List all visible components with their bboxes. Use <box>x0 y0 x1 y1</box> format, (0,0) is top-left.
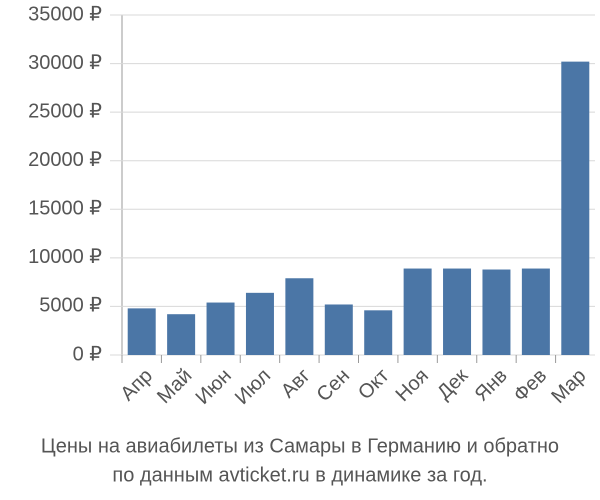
bar <box>127 308 156 355</box>
bar <box>206 302 235 355</box>
bar <box>364 310 393 355</box>
x-tick-label: Апр <box>116 365 157 406</box>
bar <box>245 292 274 355</box>
y-tick-label: 35000 ₽ <box>28 3 102 25</box>
y-tick-label: 20000 ₽ <box>28 149 102 171</box>
bar <box>403 268 432 355</box>
y-tick-label: 0 ₽ <box>73 343 103 365</box>
x-tick-label: Янв <box>471 365 512 406</box>
y-tick-label: 5000 ₽ <box>39 295 102 317</box>
y-tick-label: 10000 ₽ <box>28 246 102 268</box>
bar <box>521 268 550 355</box>
bar <box>285 278 314 355</box>
y-tick-label: 15000 ₽ <box>28 198 102 220</box>
chart-title: по данным avticket.ru в динамике за год. <box>112 464 487 486</box>
x-tick-label: Авг <box>277 365 315 403</box>
x-tick-label: Май <box>153 365 196 408</box>
bar <box>482 269 511 355</box>
x-tick-label: Дек <box>433 365 472 404</box>
x-tick-label: Ноя <box>392 365 433 406</box>
y-tick-label: 25000 ₽ <box>28 100 102 122</box>
bar <box>167 314 196 355</box>
chart-title: Цены на авиабилеты из Самары в Германию … <box>41 435 559 457</box>
x-tick-label: Июн <box>192 365 236 409</box>
x-tick-label: Июл <box>231 365 275 409</box>
y-tick-label: 30000 ₽ <box>28 52 102 74</box>
x-tick-label: Фев <box>509 365 551 407</box>
x-tick-label: Сен <box>313 365 354 406</box>
x-tick-label: Окт <box>354 365 393 404</box>
bar <box>324 304 353 355</box>
x-tick-label: Мар <box>547 365 590 408</box>
bar <box>561 61 590 355</box>
bar <box>443 268 472 355</box>
